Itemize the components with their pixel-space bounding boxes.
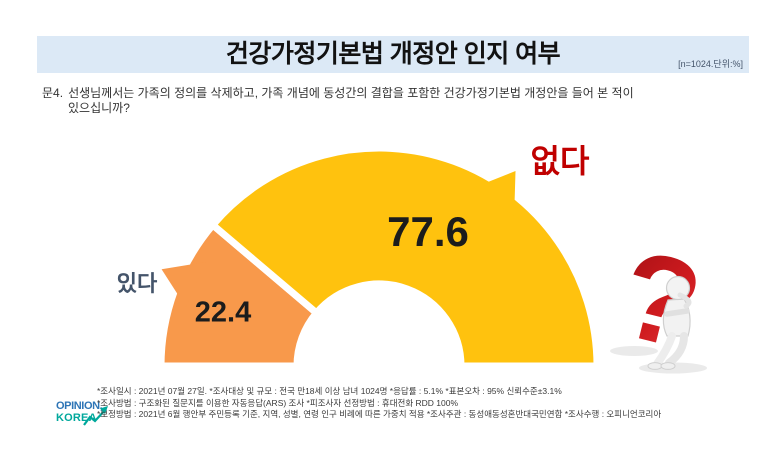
logo-line1: OPINION, (56, 400, 103, 412)
question-mark-shadow (610, 346, 658, 356)
category-label-yes: 있다 (116, 271, 158, 296)
question-illustration: ? (607, 224, 714, 376)
logo-trend-arrow (83, 408, 107, 426)
footnote-line: *조사방법 : 구조화된 질문지를 이용한 자동응답(ARS) 조사 *피조사자… (97, 397, 459, 408)
donut-segment-yes (157, 221, 320, 370)
footnote-line: *조사일시 : 2021년 07월 27일. *조사대상 및 규모 : 전국 만… (97, 386, 562, 396)
opinion-korea-logo: OPINION, KOREA (56, 400, 108, 426)
logo-arrowhead (100, 406, 108, 414)
thinking-person-icon (647, 275, 692, 370)
callout-tail-yes (161, 261, 206, 307)
footnote-line: *보정방법 : 2021년 6월 행안부 주민등록 기준, 지역, 성별, 연령… (97, 409, 662, 420)
methodology-footnotes: *조사일시 : 2021년 07월 27일. *조사대상 및 규모 : 전국 만… (97, 386, 757, 421)
half-donut-chart (157, 144, 601, 370)
question-number: 문4. (42, 86, 64, 100)
title-bar: 건강가정기본법 개정안 인지 여부 [n=1024.단위:%] (37, 36, 749, 73)
survey-question-line2: 있으십니까? (68, 101, 130, 115)
page-title: 건강가정기본법 개정안 인지 여부 (225, 40, 561, 68)
category-label-no: 없다 (530, 143, 590, 179)
sample-size-note: [n=1024.단위:%] (678, 59, 743, 69)
survey-question-line1: 문4. 선생님께서는 가족의 정의를 삭제하고, 가족 개념에 동성간의 결합을 … (42, 86, 634, 100)
survey-question: 문4. 선생님께서는 가족의 정의를 삭제하고, 가족 개념에 동성간의 결합을 … (42, 86, 732, 116)
value-label-yes: 22.4 (194, 296, 252, 329)
callout-tail-no (473, 171, 516, 216)
value-label-no: 77.6 (387, 208, 469, 255)
